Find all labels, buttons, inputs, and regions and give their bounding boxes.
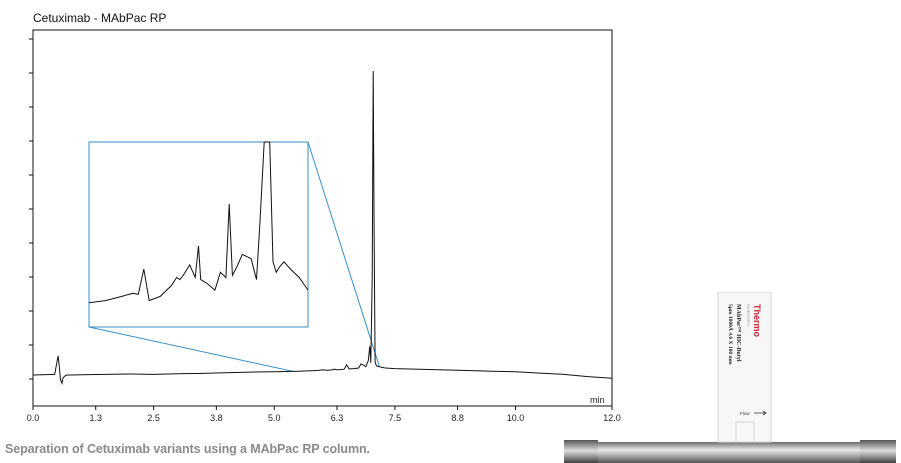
column-fitting-right (860, 440, 896, 463)
x-tick-label: 7.5 (389, 413, 402, 423)
zoom-connector-line (88, 326, 294, 372)
x-tick-label: 2.5 (147, 413, 160, 423)
y-axis-ticks (29, 38, 33, 380)
column-model-label: MAbPac™ HIC-Butyl (735, 304, 741, 362)
column-label-tag (717, 292, 772, 443)
x-tick-label: 3.8 (210, 413, 223, 423)
x-tick-label: 10.0 (507, 413, 525, 423)
x-tick-label: 12.0 (603, 413, 621, 423)
inset-zoom-connectors (88, 141, 380, 372)
x-tick-label: 8.8 (451, 413, 464, 423)
column-dimension-label: 5µm 1000Å 4.6 X 100 mm (727, 304, 735, 365)
column-fitting-left (564, 440, 598, 463)
flow-direction-label: Flow (740, 411, 750, 416)
x-tick-label: 6.3 (331, 413, 344, 423)
x-tick-label: 5.0 (268, 413, 281, 423)
x-tick-label: 0.0 (27, 413, 40, 423)
x-axis-ticks (32, 406, 613, 410)
chart-title: Cetuximab - MAbPac RP (33, 11, 166, 25)
x-tick-label: 1.3 (89, 413, 102, 423)
plot-frame (32, 29, 613, 407)
chromatogram-trace (32, 70, 613, 386)
x-axis-tick-labels: 0.0 1.3 2.5 3.8 5.0 6.3 7.5 8.8 10.0 12.0 (27, 413, 621, 423)
column-label-strap (735, 421, 755, 443)
figure-caption: Separation of Cetuximab variants using a… (5, 442, 370, 456)
flow-arrow-icon (754, 410, 767, 416)
column-label-text: Thermo SCIENTIFIC MAbPac™ HIC-Butyl 5µm … (727, 304, 762, 365)
hplc-column-photo: Thermo SCIENTIFIC MAbPac™ HIC-Butyl 5µm … (564, 292, 896, 463)
inset-zoom-box (88, 141, 309, 328)
brand-logo-text: Thermo (752, 304, 762, 338)
column-tube (564, 442, 895, 463)
zoom-connector-line (307, 141, 380, 367)
brand-logo-subtext: SCIENTIFIC (746, 304, 751, 326)
inset-zoom-trace (88, 141, 309, 304)
x-axis-label: min (590, 395, 605, 405)
